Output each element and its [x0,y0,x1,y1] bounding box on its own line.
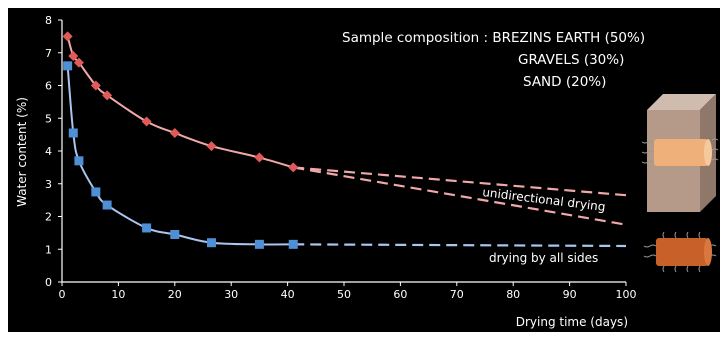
point-unidirectional [68,51,79,62]
series-lines [66,36,294,246]
point-unidirectional [288,162,299,173]
point-unidirectional [90,80,101,91]
x-tick-label: 0 [59,288,66,301]
point-all-sides [91,187,101,197]
point-all-sides [206,238,216,248]
point-unidirectional [206,141,217,152]
point-unidirectional [62,31,73,42]
composition-annotation-line-1: Sample composition : BREZINS EARTH (50%) [342,30,645,46]
extrapolation-lower-line [293,166,627,226]
point-all-sides [68,128,78,138]
y-tick-label: 1 [45,243,52,256]
x-tick-label: 100 [616,288,637,301]
composition-item-3: SAND (20%) [523,74,606,90]
composition-item-2: GRAVELS (30%) [518,52,624,68]
y-tick-label: 2 [45,211,52,224]
point-all-sides [142,223,152,233]
x-tick-label: 10 [111,288,125,301]
extrapolation-all-sides-line [293,243,627,248]
x-tick-label: 30 [224,288,238,301]
point-all-sides [254,239,264,249]
series-line-unidirectional [66,36,294,169]
y-tick-label: 4 [45,145,52,158]
exposed-sample-cylinder [656,238,708,266]
point-all-sides [74,156,84,166]
x-tick-label: 90 [563,288,577,301]
series-markers [62,31,299,249]
exposed-sample-cylinder-end [704,238,712,266]
block-top-face [647,94,716,110]
y-tick-label: 8 [45,14,52,27]
extrapolation-lines [293,166,627,248]
series-line-all-sides [66,65,294,246]
x-tick-label: 50 [337,288,351,301]
point-unidirectional [169,127,180,138]
extrapolation-upper-line [293,166,627,197]
chart-background [8,8,720,332]
y-axis-title: Water content (%) [15,97,29,207]
block-sample-cylinder-end [704,139,712,166]
x-tick-label: 70 [450,288,464,301]
x-axis-ticks: 0 10 20 30 40 50 60 70 80 90 100 [59,282,637,301]
sealed-block-with-sample-icon [641,94,719,212]
x-tick-label: 20 [168,288,182,301]
y-tick-label: 6 [45,80,52,93]
point-unidirectional [254,152,265,163]
x-tick-label: 40 [281,288,295,301]
label-drying-by-all-sides: drying by all sides [489,251,598,265]
point-all-sides [170,230,180,240]
x-tick-label: 60 [393,288,407,301]
y-tick-label: 5 [45,112,52,125]
y-tick-label: 3 [45,178,52,191]
point-all-sides [63,61,73,71]
point-unidirectional [141,116,152,127]
y-axis-ticks: 0 1 2 3 4 5 6 7 8 [45,14,62,289]
point-unidirectional [73,57,84,68]
y-tick-label: 0 [45,276,52,289]
x-axis-title: Drying time (days) [516,315,628,329]
block-sample-cylinder [654,139,708,166]
composition-prefix: Sample composition : [342,30,492,46]
point-all-sides [288,239,298,249]
composition-item-1: BREZINS EARTH (50%) [492,30,645,46]
y-tick-label: 7 [45,47,52,60]
x-tick-label: 80 [506,288,520,301]
point-unidirectional [102,90,113,101]
point-all-sides [102,200,112,210]
exposed-sample-cylinder-icon [643,231,717,273]
block-sample-wires [641,138,719,164]
